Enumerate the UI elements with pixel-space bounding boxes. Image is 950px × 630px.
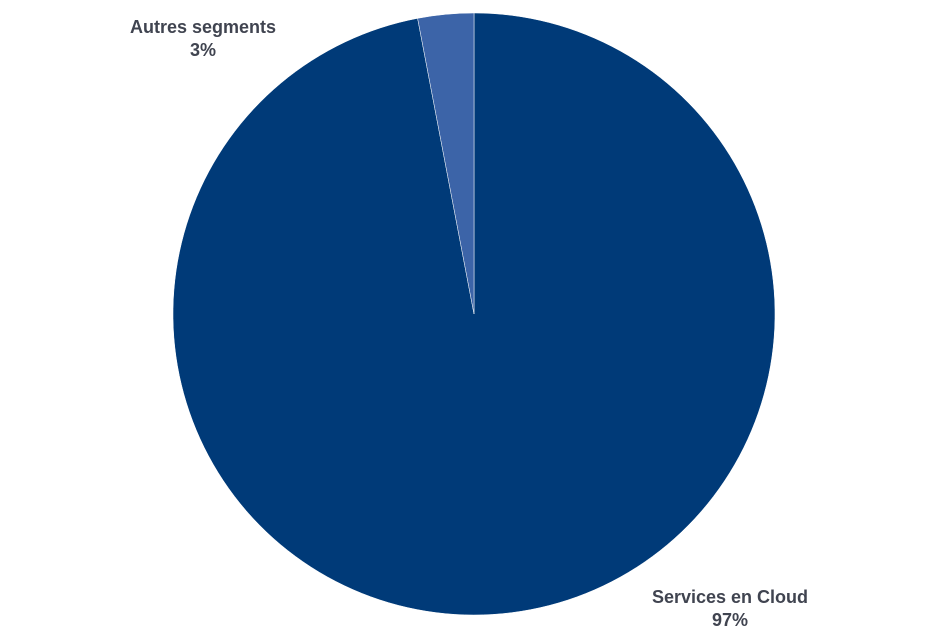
percent-autres-segments: 3% [190, 40, 216, 60]
pie-slice-autres-segments [417, 12, 475, 315]
percent-services-en-cloud: 97% [712, 610, 748, 630]
label-autres-segments: Autres segments [130, 17, 276, 37]
label-services-en-cloud: Services en Cloud [652, 587, 808, 607]
pie-slices [172, 12, 776, 616]
